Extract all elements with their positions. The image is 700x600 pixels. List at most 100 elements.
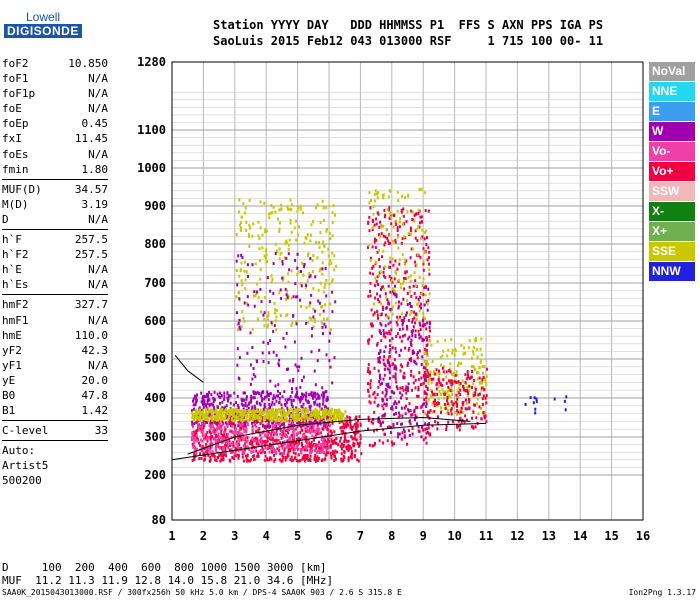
echo-point [302,447,305,451]
echo-point [313,438,315,442]
echo-point [328,339,331,343]
echo-point [416,356,419,360]
echo-point [233,416,236,420]
echo-point [390,307,393,311]
echo-point [240,416,243,420]
echo-point [388,376,391,380]
echo-point [241,413,244,417]
echo-point [268,450,271,454]
footer-version: Ion2Png 1.3.17 [628,588,696,597]
echo-point [317,443,320,447]
echo-point [237,406,240,410]
echo-point [342,458,345,461]
echo-point [421,319,424,323]
echo-point [294,447,296,451]
echo-point [375,261,378,265]
echo-point [388,361,391,365]
echo-point [481,365,484,369]
echo-point [314,407,317,411]
echo-point [329,409,332,413]
echo-point [325,423,328,427]
echo-point [375,238,378,242]
parameters-panel: foF2 10.850 foF1 N/A foF1p N/A foE N/A foEp 0.45 f… [2,56,108,488]
echo-point [423,390,426,394]
echo-point [294,282,297,286]
echo-point [424,398,427,402]
echo-point [387,239,390,243]
echo-point [293,340,296,344]
echo-point [205,421,207,424]
echo-point [446,402,449,406]
echo-point [323,243,325,247]
echo-point [395,223,398,226]
echo-point [304,398,307,402]
echo-point [264,228,267,232]
echo-point [396,332,399,336]
echo-point [201,439,204,443]
param-row: h`E N/A [2,262,108,277]
echo-point [227,417,230,421]
echo-point [252,367,255,370]
param-value: 42.3 [81,343,109,357]
echo-point [297,438,300,442]
echo-point [303,445,306,449]
echo-point [284,419,286,423]
echo-point [306,233,309,237]
echo-point [259,422,262,425]
echo-point [311,413,314,417]
echo-point [329,302,332,306]
echo-point [422,259,425,263]
x-tick-label: 3 [231,529,238,543]
echo-point [395,219,398,223]
echo-point [249,226,252,230]
echo-point [480,337,483,341]
echo-point [382,358,385,362]
echo-point [262,440,265,444]
echo-point [217,432,220,436]
echo-point [410,373,413,377]
echo-point [376,313,379,317]
echo-point [382,249,385,253]
echo-point [367,382,369,386]
echo-point [317,456,320,460]
echo-point [401,237,404,241]
echo-point [259,418,262,422]
echo-point [240,325,243,328]
echo-point [478,376,481,380]
echo-point [324,282,327,286]
param-row: foE N/A [2,101,108,116]
echo-point [345,439,348,443]
echo-point [385,383,388,387]
echo-point [289,207,292,211]
echo-point [346,422,349,426]
echo-point [284,398,287,402]
echo-point [386,208,389,212]
echo-point [229,401,232,405]
echo-point [431,424,434,428]
echo-point [468,407,471,410]
echo-point [265,426,267,430]
echo-point [315,240,318,244]
echo-point [269,392,272,396]
echo-point [306,279,309,283]
echo-point [254,294,257,298]
echo-point [195,452,198,456]
echo-point [401,431,404,435]
echo-point [286,289,289,293]
echo-point [208,409,211,413]
echo-point [238,325,241,329]
echo-point [366,370,369,373]
echo-point [309,450,312,454]
echo-point [328,423,331,427]
echo-point [389,332,392,336]
echo-point [271,410,274,413]
echo-point [214,431,217,435]
echo-point [485,374,488,378]
echo-point [253,391,256,394]
echo-point [217,436,220,439]
echo-point [381,414,384,418]
param-row: h`F2 257.5 [2,247,108,262]
echo-point [337,411,340,415]
echo-point [417,394,420,398]
echo-point [226,435,229,439]
